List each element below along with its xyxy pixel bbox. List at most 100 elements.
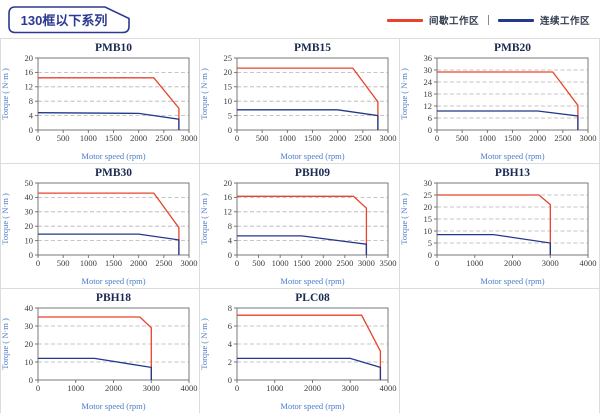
y-tick-label: 16 bbox=[25, 67, 34, 77]
y-tick-label: 8 bbox=[228, 303, 232, 313]
y-tick-label: 20 bbox=[25, 221, 34, 231]
y-tick-label: 24 bbox=[424, 77, 433, 87]
x-tick-label: 500 bbox=[57, 133, 70, 143]
x-tick-label: 2000 bbox=[130, 133, 147, 143]
y-tick-label: 12 bbox=[224, 207, 233, 217]
y-tick-label: 5 bbox=[428, 238, 432, 248]
y-tick-label: 0 bbox=[228, 250, 232, 260]
x-tick-label: 1000 bbox=[272, 258, 289, 268]
y-tick-label: 10 bbox=[25, 235, 34, 245]
x-tick-label: 2500 bbox=[336, 258, 353, 268]
y-tick-label: 0 bbox=[29, 125, 33, 135]
x-tick-label: 1000 bbox=[279, 133, 296, 143]
x-tick-label: 2500 bbox=[155, 133, 172, 143]
legend-item-continuous: 连续工作区 bbox=[497, 13, 590, 27]
y-tick-label: 36 bbox=[424, 53, 433, 63]
y-tick-label: 20 bbox=[224, 67, 233, 77]
y-tick-label: 15 bbox=[224, 82, 233, 92]
x-axis-label: Motor speed (rpm) bbox=[81, 151, 145, 161]
chart-title: PBH13 bbox=[495, 167, 530, 179]
y-tick-label: 12 bbox=[424, 101, 433, 111]
x-tick-label: 0 bbox=[435, 258, 439, 268]
x-tick-label: 3000 bbox=[181, 258, 198, 268]
x-tick-label: 3000 bbox=[542, 258, 559, 268]
chart-pbh18: PBH18 0 10 20 30 40 0 1000 2000 3000 4000 Motor spe… bbox=[1, 292, 198, 411]
y-axis-label: Torque ( N·m ) bbox=[1, 318, 10, 370]
y-tick-label: 4 bbox=[29, 110, 34, 120]
series-continuous bbox=[38, 233, 180, 255]
chart-title: PMB30 bbox=[95, 167, 132, 179]
x-tick-label: 2000 bbox=[315, 258, 332, 268]
series-intermittent bbox=[38, 192, 180, 255]
x-tick-label: 2500 bbox=[554, 133, 571, 143]
x-tick-label: 1500 bbox=[304, 133, 321, 143]
chart-title: PMB15 bbox=[294, 42, 331, 54]
x-axis-label: Motor speed (rpm) bbox=[280, 151, 344, 161]
series-continuous bbox=[37, 112, 180, 130]
y-axis-label: Torque ( N·m ) bbox=[1, 68, 10, 120]
y-tick-label: 18 bbox=[424, 89, 433, 99]
y-tick-label: 2 bbox=[228, 357, 232, 367]
y-tick-label: 6 bbox=[428, 113, 432, 123]
y-tick-label: 20 bbox=[224, 178, 233, 188]
series-continuous bbox=[38, 357, 152, 380]
y-tick-label: 40 bbox=[25, 192, 34, 202]
y-tick-label: 40 bbox=[25, 303, 34, 313]
chart-grid: PMB10 0 4 8 12 16 20 0 500 1000 1500 2000 2500 3000 Mo… bbox=[0, 38, 600, 413]
y-tick-label: 0 bbox=[428, 250, 432, 260]
y-tick-label: 12 bbox=[25, 82, 34, 92]
y-axis-label: Torque ( N·m ) bbox=[400, 193, 409, 245]
y-tick-label: 8 bbox=[29, 96, 33, 106]
chart-plc08: PLC08 0 2 4 6 8 0 1000 2000 3000 4000 Motor speed (… bbox=[200, 292, 397, 411]
chart-cell-plc08: PLC08 0 2 4 6 8 0 1000 2000 3000 4000 Motor speed (… bbox=[200, 289, 400, 413]
x-tick-label: 2000 bbox=[529, 133, 546, 143]
x-tick-label: 2000 bbox=[329, 133, 346, 143]
y-tick-label: 4 bbox=[228, 235, 233, 245]
x-tick-label: 1000 bbox=[80, 133, 97, 143]
y-tick-label: 25 bbox=[224, 53, 233, 63]
y-tick-label: 20 bbox=[25, 53, 34, 63]
y-tick-label: 0 bbox=[29, 375, 33, 385]
y-tick-label: 25 bbox=[424, 190, 433, 200]
x-axis-label: Motor speed (rpm) bbox=[280, 401, 344, 411]
y-tick-label: 0 bbox=[428, 125, 432, 135]
x-tick-label: 3000 bbox=[380, 133, 397, 143]
y-tick-label: 30 bbox=[424, 178, 433, 188]
chart-title: PMB10 bbox=[95, 42, 132, 54]
series-intermittent bbox=[237, 67, 379, 130]
chart-pmb15: PMB15 0 5 10 15 20 25 0 500 1000 1500 2000 2500 3000 M… bbox=[200, 42, 397, 161]
chart-cell-pbh13: PBH13 0 5 10 15 20 25 30 0 1000 2000 3000 4000 Motor … bbox=[400, 164, 600, 289]
x-tick-label: 2000 bbox=[504, 258, 521, 268]
chart-title: PMB20 bbox=[494, 42, 531, 54]
x-tick-label: 1500 bbox=[105, 258, 122, 268]
x-tick-label: 3000 bbox=[342, 383, 359, 393]
page-title: 130框以下系列 bbox=[20, 13, 108, 28]
x-tick-label: 1500 bbox=[293, 258, 310, 268]
chart-cell-pmb15: PMB15 0 5 10 15 20 25 0 500 1000 1500 2000 2500 3000 M… bbox=[200, 39, 400, 164]
x-axis-label: Motor speed (rpm) bbox=[280, 276, 344, 286]
x-tick-label: 4000 bbox=[380, 383, 397, 393]
series-intermittent bbox=[437, 71, 579, 130]
series-intermittent bbox=[38, 316, 152, 380]
x-tick-label: 2000 bbox=[130, 258, 147, 268]
x-axis-label: Motor speed (rpm) bbox=[81, 276, 145, 286]
intermittent-line-swatch bbox=[386, 18, 423, 22]
x-tick-label: 1000 bbox=[67, 383, 84, 393]
y-tick-label: 20 bbox=[424, 202, 433, 212]
series-continuous bbox=[437, 233, 551, 255]
x-tick-label: 2000 bbox=[304, 383, 321, 393]
x-tick-label: 4000 bbox=[580, 258, 597, 268]
x-tick-label: 500 bbox=[57, 258, 70, 268]
x-tick-label: 2500 bbox=[354, 133, 371, 143]
y-axis-label: Torque ( N·m ) bbox=[1, 193, 10, 245]
x-tick-label: 0 bbox=[36, 133, 40, 143]
x-axis-label: Motor speed (rpm) bbox=[81, 401, 145, 411]
x-tick-label: 500 bbox=[252, 258, 265, 268]
chart-title: PLC08 bbox=[295, 292, 330, 304]
chart-title: PBH09 bbox=[295, 167, 330, 179]
series-intermittent bbox=[237, 195, 368, 255]
y-axis-label: Torque ( N·m ) bbox=[200, 318, 209, 370]
x-tick-label: 0 bbox=[36, 383, 40, 393]
